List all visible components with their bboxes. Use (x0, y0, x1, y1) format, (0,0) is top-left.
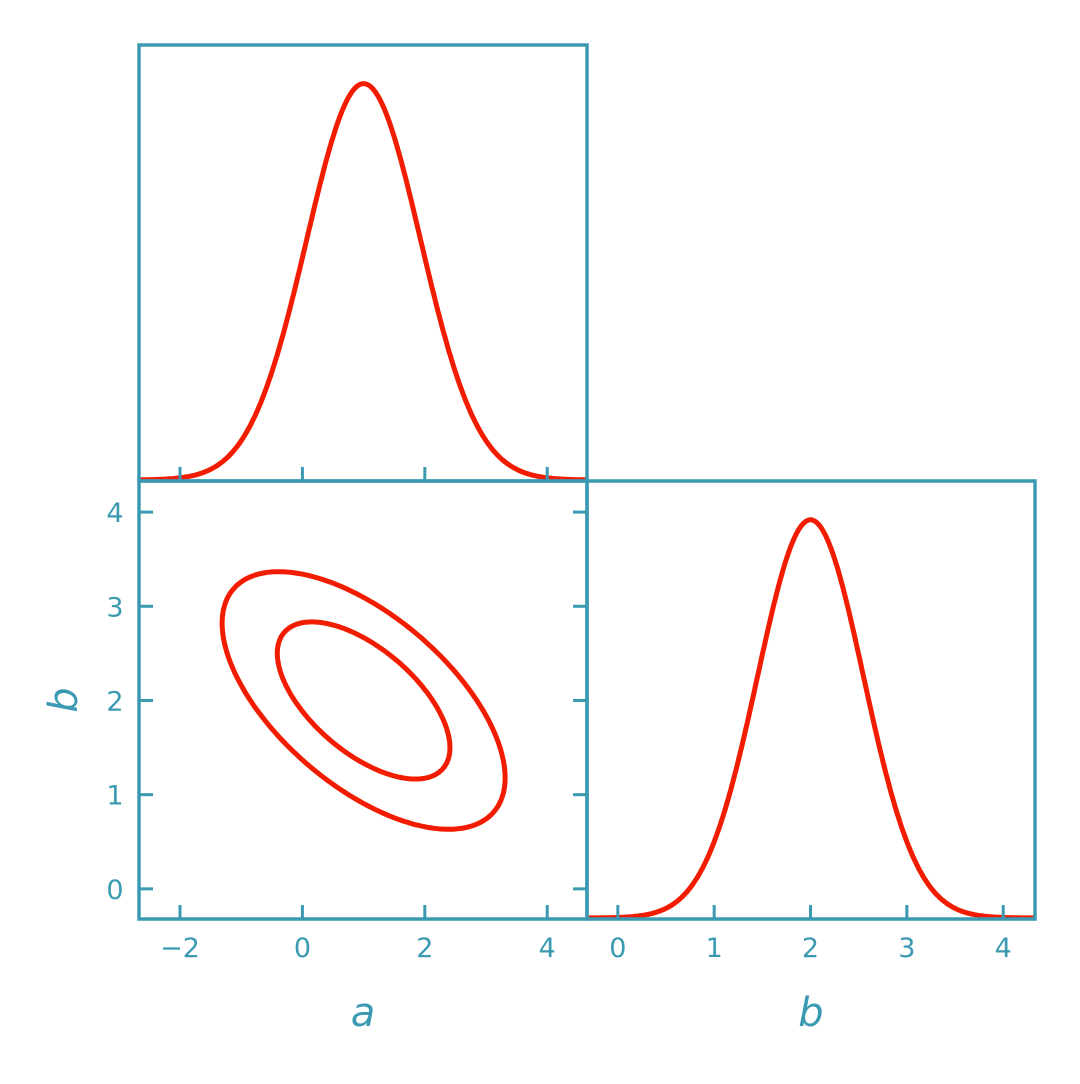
y-axis-label-b: b (41, 687, 87, 712)
marginal-curve-b (587, 517, 1035, 921)
tick-label-b-horizontal: 1 (706, 933, 723, 964)
tick-label-b-vertical: 4 (106, 498, 123, 529)
contour-95pct (219, 569, 508, 832)
tick-label-b-horizontal: 3 (898, 933, 915, 964)
panel-frame-bl (137, 479, 589, 921)
tick-label-b-horizontal: 0 (609, 933, 626, 964)
marginal-curve-a (139, 81, 587, 483)
tick-label-a: 2 (416, 933, 433, 964)
x-axis-label-b: b (798, 990, 823, 1036)
tick-label-b-vertical: 3 (106, 592, 123, 623)
tick-label-b-vertical: 0 (106, 875, 123, 906)
panel-frame-tl (137, 43, 589, 483)
panel-frame-br (585, 479, 1037, 921)
tick-label-b-horizontal: 2 (802, 933, 819, 964)
tick-label-b-horizontal: 4 (995, 933, 1012, 964)
tick-label-b-vertical: 2 (106, 686, 123, 717)
tick-label-a: 0 (294, 933, 311, 964)
contour-68pct (274, 619, 453, 782)
tick-label-b-vertical: 1 (106, 781, 123, 812)
tick-label-a: −2 (160, 933, 200, 964)
x-axis-label-a: a (351, 990, 376, 1036)
tick-label-a: 4 (539, 933, 556, 964)
